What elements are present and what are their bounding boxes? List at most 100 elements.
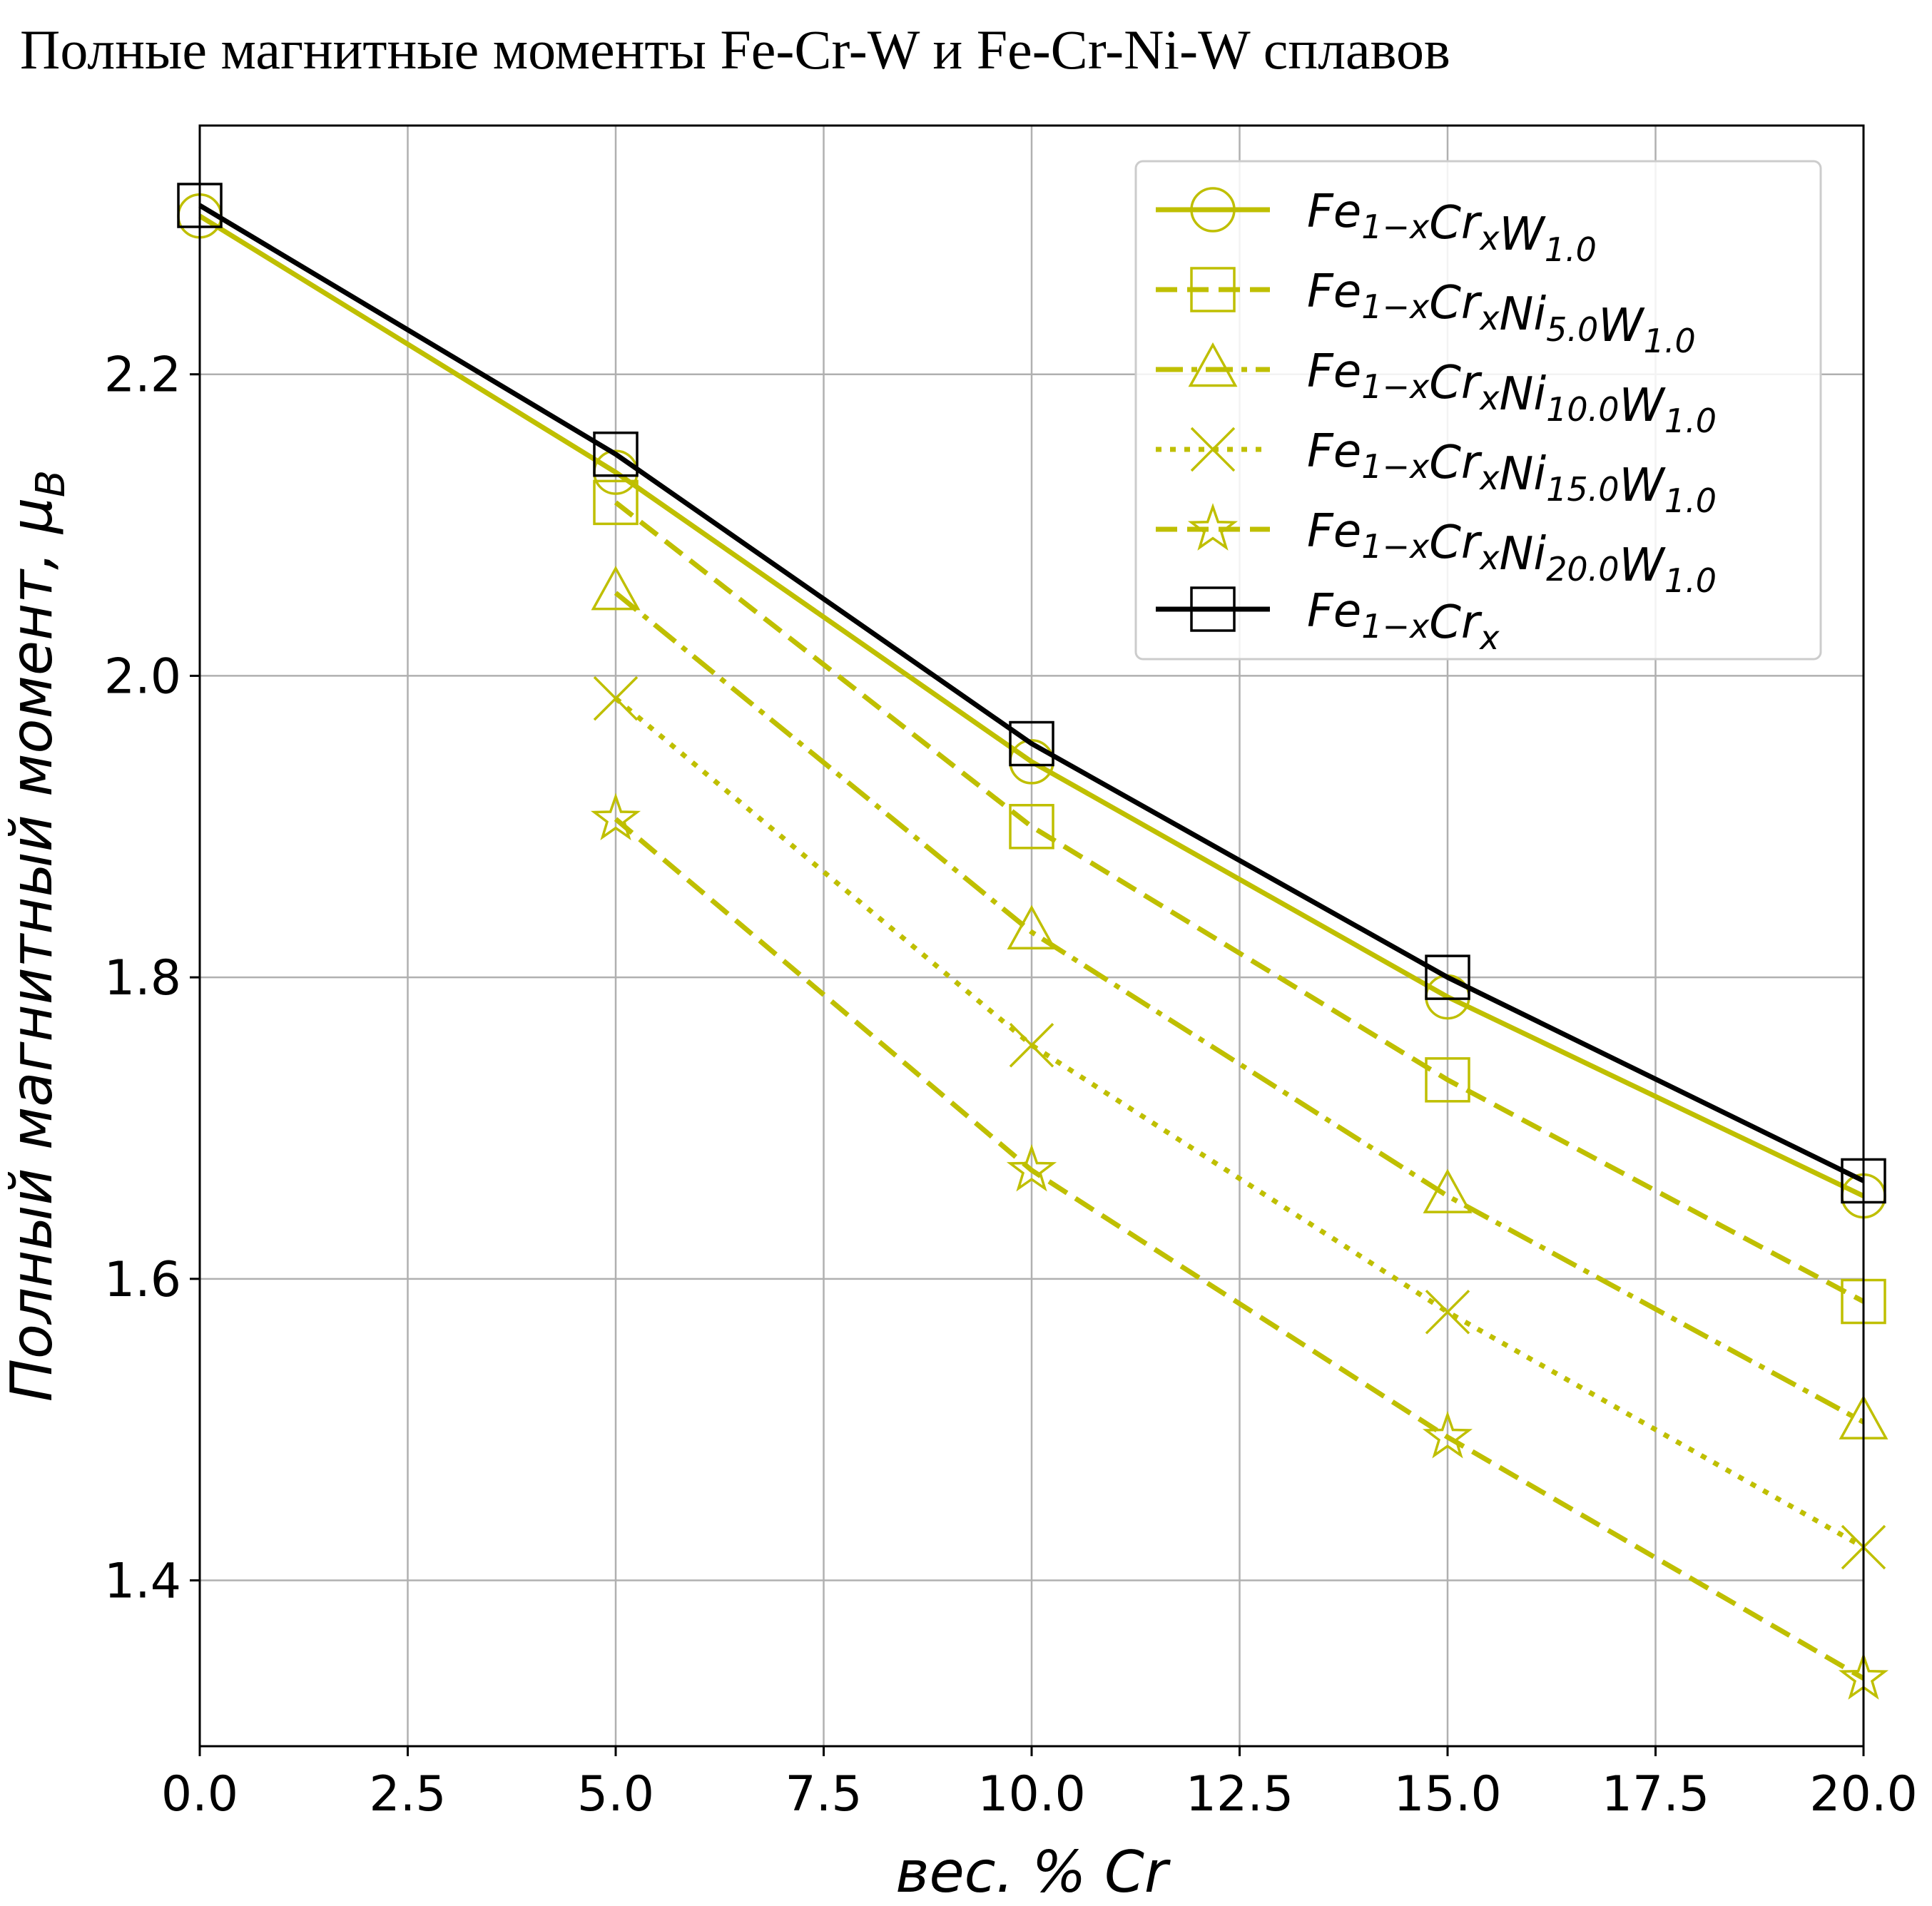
y-tick-label: 1.4 <box>104 1554 181 1610</box>
legend-label-subscript: 1−x <box>1361 208 1430 246</box>
y-tick-label: 2.0 <box>104 648 181 705</box>
x-axis-label: вес. % Cr <box>895 1839 1171 1905</box>
marker-star <box>1006 1143 1057 1192</box>
x-tick-label: 2.5 <box>369 1766 446 1823</box>
legend-label-base: Ni <box>1499 528 1546 581</box>
legend-label-base: Cr <box>1429 197 1483 250</box>
legend-entry: Fe1−xCrx <box>1156 585 1500 657</box>
series-line <box>198 213 1865 1198</box>
y-axis-label-text: Полный магнитный момент, μ <box>0 497 65 1402</box>
y-axis-label: Полный магнитный момент, μB <box>0 470 74 1402</box>
x-tick-label: 20.0 <box>1809 1766 1917 1823</box>
series-line <box>614 817 1865 1681</box>
series-line <box>614 591 1865 1425</box>
legend-label-subscript: x <box>1478 459 1500 497</box>
y-tick-label: 1.8 <box>104 950 181 1006</box>
legend-label-subscript: 1−x <box>1361 287 1430 326</box>
legend-entry: Fe1−xCrxNi10.0W1.0 <box>1156 342 1717 440</box>
marker-x <box>593 676 639 721</box>
series-line <box>198 203 1865 1183</box>
legend-label-subscript: x <box>1478 618 1500 657</box>
legend-label: Fe1−xCrxNi20.0W1.0 <box>1307 505 1717 600</box>
x-tick-label: 15.0 <box>1393 1766 1501 1823</box>
legend-label-subscript: 20.0 <box>1546 550 1619 588</box>
legend-label-base: W <box>1620 459 1667 512</box>
marker-triangle <box>1188 342 1238 387</box>
marker-square <box>1190 586 1236 632</box>
legend-label-subscript: 1−x <box>1361 367 1430 406</box>
marker-square <box>1190 267 1236 312</box>
legend-label-subscript: 15.0 <box>1546 470 1619 509</box>
legend-label-base: Ni <box>1499 448 1546 501</box>
legend-entry: Fe1−xCrxNi20.0W1.0 <box>1156 503 1717 600</box>
legend-label-subscript: 1−x <box>1361 527 1430 566</box>
legend-label-base: Ni <box>1499 288 1546 341</box>
marker-triangle <box>591 566 641 611</box>
legend-label: Fe1−xCrx <box>1307 585 1500 657</box>
marker-triangle <box>1007 904 1057 949</box>
legend-label-base: Fe <box>1307 265 1361 318</box>
x-tick-label: 17.5 <box>1602 1766 1709 1823</box>
marker-square <box>1009 720 1054 767</box>
legend-label-subscript: 1.0 <box>1664 481 1717 520</box>
legend-entry: Fe1−xCrxNi5.0W1.0 <box>1156 265 1696 360</box>
marker-circle <box>1190 187 1236 233</box>
legend-label-base: Cr <box>1429 596 1483 649</box>
plot-series <box>177 183 1889 1700</box>
legend-label-subscript: x <box>1478 539 1500 577</box>
legend-label: Fe1−xCrxNi10.0W1.0 <box>1307 345 1717 440</box>
legend-label-subscript: x <box>1478 219 1500 258</box>
legend-label: Fe1−xCrxNi5.0W1.0 <box>1307 265 1696 360</box>
series-2 <box>593 479 1886 1325</box>
legend-label-subscript: 5.0 <box>1546 310 1598 349</box>
legend-label: Fe1−xCrxW1.0 <box>1307 185 1597 269</box>
legend-label-subscript: 1−x <box>1361 447 1430 486</box>
x-tick-label: 7.5 <box>785 1766 862 1823</box>
legend-label-subscript: x <box>1478 379 1500 417</box>
chart-title: Полные магнитные моменты Fe-Cr-W и Fe-Cr… <box>20 19 1450 81</box>
legend-label-subscript: 1.0 <box>1664 402 1717 440</box>
series-3 <box>591 566 1888 1439</box>
marker-square <box>593 431 639 477</box>
legend: Fe1−xCrxW1.0Fe1−xCrxNi5.0W1.0Fe1−xCrxNi1… <box>1134 160 1822 661</box>
x-tick-label: 0.0 <box>161 1766 238 1823</box>
legend-label-base: Cr <box>1429 516 1483 569</box>
series-line <box>614 696 1865 1550</box>
legend-label: Fe1−xCrxNi15.0W1.0 <box>1307 425 1717 520</box>
y-tick-label: 2.2 <box>104 347 181 404</box>
legend-label-base: Fe <box>1307 505 1361 558</box>
legend-label-base: Cr <box>1429 277 1483 330</box>
legend-entry: Fe1−xCrxNi15.0W1.0 <box>1156 425 1717 520</box>
legend-label-base: Cr <box>1429 357 1483 409</box>
y-tick-label: 1.6 <box>104 1252 181 1308</box>
legend-label-subscript: 1.0 <box>1644 322 1696 360</box>
x-tick-label: 12.5 <box>1186 1766 1293 1823</box>
marker-square <box>1009 804 1054 850</box>
marker-star <box>1187 503 1239 551</box>
marker-x <box>1009 1022 1054 1068</box>
marker-x <box>1425 1290 1470 1335</box>
legend-label-subscript: 1−x <box>1361 607 1430 646</box>
legend-label-base: Fe <box>1307 585 1361 638</box>
legend-label-base: Cr <box>1429 437 1483 489</box>
legend-label-base: Fe <box>1307 425 1361 478</box>
marker-square <box>593 479 639 526</box>
legend-entry: Fe1−xCrxW1.0 <box>1156 185 1597 269</box>
series-line <box>614 500 1865 1304</box>
x-tick-label: 10.0 <box>977 1766 1085 1823</box>
marker-star <box>1422 1410 1473 1459</box>
series-4 <box>593 676 1886 1570</box>
legend-label-base: W <box>1499 208 1546 261</box>
x-tick-label: 5.0 <box>577 1766 654 1823</box>
marker-star <box>590 793 641 841</box>
marker-square <box>1425 1057 1470 1103</box>
legend-label-subscript: 10.0 <box>1546 390 1619 429</box>
legend-label-subscript: 1.0 <box>1545 230 1597 269</box>
legend-label-base: W <box>1620 539 1667 592</box>
legend-label-base: Ni <box>1499 368 1546 421</box>
legend-label-base: Fe <box>1307 185 1361 238</box>
marker-square <box>1425 954 1470 1000</box>
axis-ticks: 0.0 2.5 5.0 7.5 10.0 12.5 15.0 17.5 20.0 1.4 1.6 1.… <box>104 347 1918 1823</box>
legend-label-subscript: x <box>1478 299 1500 337</box>
